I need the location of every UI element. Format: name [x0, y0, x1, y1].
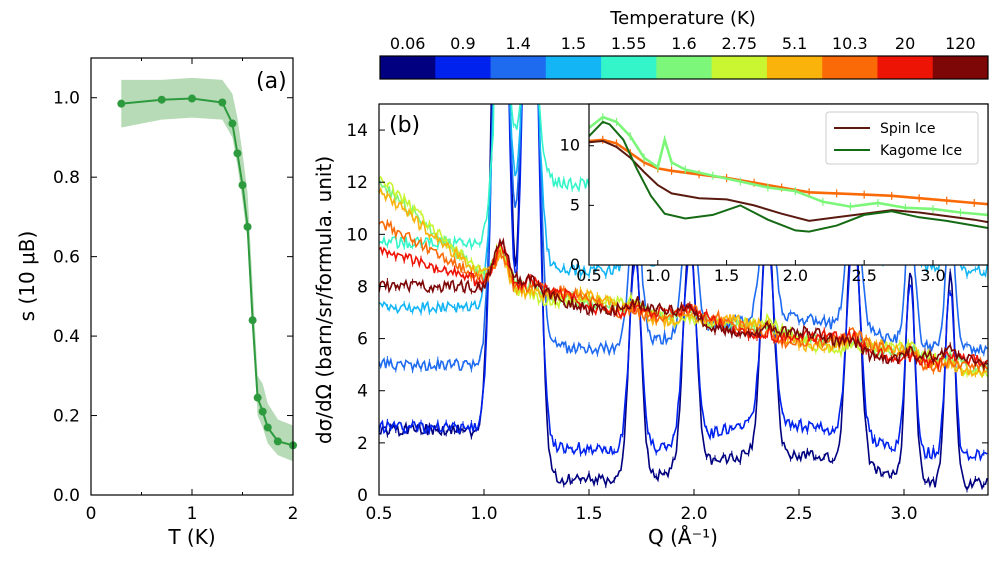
data-point: [117, 99, 126, 108]
series-20K-line: [379, 242, 988, 371]
data-point: [233, 149, 242, 158]
data-point: [228, 119, 237, 128]
inset-legend: Spin Ice Kagome Ice: [825, 111, 979, 165]
colorbar-title: Temperature (K): [609, 8, 756, 29]
spin-ice-line: [589, 139, 988, 224]
data-point: [157, 95, 166, 104]
data-point: [218, 98, 227, 107]
data-point: [273, 437, 282, 446]
colorbar-label: 0.06: [390, 34, 426, 53]
colorbar-label: 2.75: [721, 34, 757, 53]
inset-y-tick-label: 0: [570, 255, 580, 274]
y-tick-label: 6: [357, 330, 368, 350]
panel-b-ylabel: dσ/dΩ (barn/sr/formula. unit): [312, 156, 336, 444]
inset-y-tick-label: 5: [570, 195, 580, 214]
panel-a-xlabel: T (K): [167, 525, 215, 549]
y-tick-label: 2: [357, 434, 368, 454]
colorbar-segment: [435, 56, 492, 79]
colorbar-frame: [379, 55, 989, 80]
legend-kagome-ice-label: Kagome Ice: [880, 143, 962, 159]
kagome-ice-line: [589, 120, 988, 233]
inset-x-tick-label: 1.0: [645, 266, 670, 285]
colorbar-segment: [822, 56, 878, 79]
uncertainty-band: [121, 77, 293, 462]
colorbar-segment: [932, 56, 989, 79]
y-tick-label: 12: [346, 173, 368, 193]
panel-b: 0.5 1.0 1.5 2.0 2.5 3.0 0 2 4 6 8 10 12 14 (b) Q (Å⁻¹…: [312, 103, 989, 549]
data-point: [188, 94, 196, 103]
y-tick-label: 8: [357, 277, 368, 297]
data-point: [238, 181, 247, 190]
y-tick-label: 14: [346, 121, 368, 141]
temperature-colorbar: Temperature (K) 0.06 0.9 1.4 1.5 1.55 1.6 2.75…: [379, 8, 989, 80]
inset-plot: 0.5 1.0 1.5 2.0 2.5 3.0 0 5 10 Spin Ice Kagome I…: [560, 103, 989, 285]
colorbar-segment: [877, 56, 934, 79]
y-tick-label: 0.2: [53, 407, 80, 427]
series-10.3K-line: [379, 219, 988, 374]
series-2.75K-line: [379, 176, 988, 379]
inset-x-tick-label: 2.5: [851, 266, 876, 285]
x-tick-label: 2.0: [680, 504, 707, 524]
colorbar-label: 20: [895, 34, 915, 53]
inset-x-tick-label: 2.0: [783, 266, 808, 285]
colorbar-label: 1.55: [611, 34, 647, 53]
y-tick-label: 0.8: [53, 168, 80, 188]
y-tick-label: 0.6: [53, 248, 80, 268]
colorbar-label: 1.4: [505, 34, 530, 53]
y-tick-label: 0: [357, 486, 368, 506]
colorbar-segment: [490, 56, 547, 79]
x-tick-label: 2.5: [785, 504, 812, 524]
panel-a: 0 1 2 0.0 0.2 0.4 0.6 0.8 1.0 (a) T (K) s (10 μB…: [15, 57, 299, 549]
panel-b-label: (b): [389, 113, 420, 138]
inset-x-tick-label: 3.0: [920, 266, 945, 285]
x-tick-label: 3.0: [890, 504, 917, 524]
panel-a-label: (a): [256, 69, 287, 94]
y-tick-label: 0.0: [53, 486, 80, 506]
panel-a-ylabel: s (10 μB): [15, 231, 39, 322]
colorbar-segment: [545, 56, 602, 79]
x-tick-label: 1: [187, 504, 198, 524]
colorbar-segment: [766, 56, 823, 79]
data-point: [258, 407, 267, 416]
series-120K-line: [379, 237, 988, 370]
colorbar-label: 5.1: [782, 34, 807, 53]
y-tick-label: 10: [346, 225, 368, 245]
series-0.9K-line: [379, 104, 988, 463]
colorbar-label: 1.6: [671, 34, 696, 53]
inset-frame: [588, 103, 989, 266]
colorbar-segment: [656, 56, 713, 79]
inset-y-tick-label: 10: [560, 136, 580, 155]
inset-x-tick-label: 0.5: [576, 266, 601, 285]
y-tick-label: 1.0: [53, 89, 80, 109]
colorbar-segment: [380, 56, 436, 79]
x-tick-label: 2: [288, 504, 299, 524]
data-point: [263, 423, 272, 432]
x-tick-label: 1.0: [470, 504, 497, 524]
y-tick-label: 0.4: [53, 327, 80, 347]
data-point: [253, 393, 262, 402]
x-tick-label: 0: [86, 504, 97, 524]
x-tick-label: 0.5: [365, 504, 392, 524]
x-tick-label: 1.5: [575, 504, 602, 524]
colorbar-segment: [711, 56, 768, 79]
moment-line: [121, 97, 294, 447]
colorbar-label: 10.3: [832, 34, 868, 53]
inset-x-tick-label: 1.5: [714, 266, 739, 285]
colorbar-label: 1.5: [561, 34, 586, 53]
colorbar-label: 0.9: [450, 34, 475, 53]
colorbar-label: 120: [945, 34, 976, 53]
panel-b-xlabel: Q (Å⁻¹): [648, 525, 718, 549]
data-point: [243, 222, 252, 231]
legend-spin-ice-label: Spin Ice: [880, 121, 935, 137]
inset-data-line: [589, 115, 988, 217]
colorbar-segment: [601, 56, 657, 79]
y-tick-label: 4: [357, 382, 368, 402]
data-point: [248, 316, 257, 325]
